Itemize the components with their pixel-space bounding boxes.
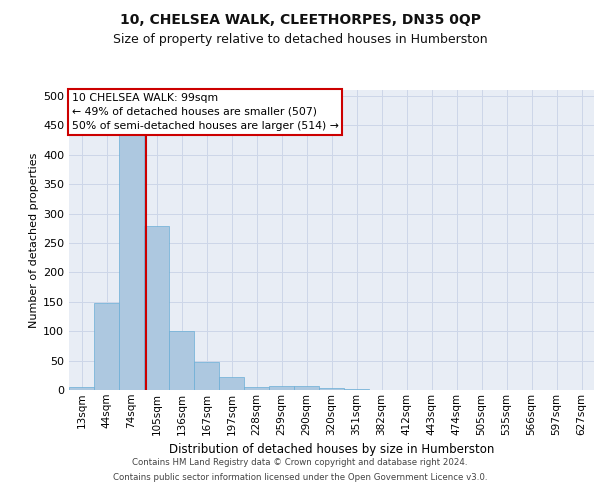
Text: 10, CHELSEA WALK, CLEETHORPES, DN35 0QP: 10, CHELSEA WALK, CLEETHORPES, DN35 0QP — [119, 12, 481, 26]
Bar — [144, 226, 169, 390]
X-axis label: Distribution of detached houses by size in Humberston: Distribution of detached houses by size … — [169, 443, 494, 456]
Bar — [344, 389, 369, 390]
Bar — [94, 303, 119, 390]
Bar — [169, 331, 194, 390]
Bar — [194, 362, 219, 390]
Text: 10 CHELSEA WALK: 99sqm
← 49% of detached houses are smaller (507)
50% of semi-de: 10 CHELSEA WALK: 99sqm ← 49% of detached… — [71, 93, 338, 131]
Text: Size of property relative to detached houses in Humberston: Size of property relative to detached ho… — [113, 32, 487, 46]
Bar — [319, 388, 344, 390]
Bar — [294, 386, 319, 390]
Text: Contains public sector information licensed under the Open Government Licence v3: Contains public sector information licen… — [113, 473, 487, 482]
Text: Contains HM Land Registry data © Crown copyright and database right 2024.: Contains HM Land Registry data © Crown c… — [132, 458, 468, 467]
Bar — [119, 120, 144, 390]
Bar — [269, 386, 294, 390]
Bar — [219, 377, 244, 390]
Y-axis label: Number of detached properties: Number of detached properties — [29, 152, 39, 328]
Bar — [69, 387, 94, 390]
Bar — [244, 387, 269, 390]
